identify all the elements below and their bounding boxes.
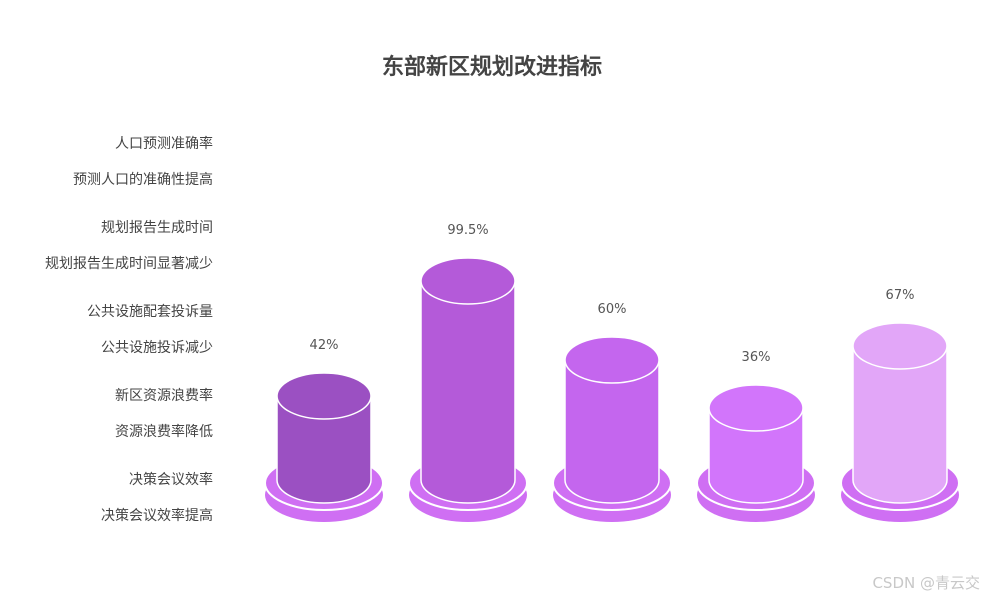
data-label-3: 60% bbox=[598, 302, 627, 317]
bar-body bbox=[708, 407, 804, 504]
bar-top bbox=[276, 372, 372, 420]
category-label-5-desc: 决策会议效率提高 bbox=[101, 507, 213, 524]
bar-top bbox=[852, 322, 948, 370]
chart-title: 东部新区规划改进指标 bbox=[382, 54, 602, 80]
category-label-1-name: 人口预测准确率 bbox=[115, 135, 213, 152]
bar-body bbox=[276, 395, 372, 504]
data-label-5: 67% bbox=[886, 288, 915, 303]
category-label-2-desc: 规划报告生成时间显著减少 bbox=[45, 256, 213, 272]
watermark: CSDN @青云交 bbox=[872, 574, 980, 592]
bar-body bbox=[420, 280, 516, 504]
category-label-5-name: 决策会议效率 bbox=[129, 471, 213, 488]
bar-top bbox=[564, 336, 660, 384]
category-labels: 人口预测准确率预测人口的准确性提高规划报告生成时间规划报告生成时间显著减少公共设… bbox=[45, 135, 213, 524]
bar-2: 99.5% bbox=[408, 223, 528, 522]
bar-5: 67% bbox=[840, 288, 960, 522]
category-label-4-name: 新区资源浪费率 bbox=[115, 387, 213, 404]
bars: 42% 99.5% 60% 36% 67% bbox=[264, 223, 960, 522]
category-label-3-name: 公共设施配套投诉量 bbox=[87, 304, 213, 320]
bar-4: 36% bbox=[696, 350, 816, 522]
category-label-4-desc: 资源浪费率降低 bbox=[115, 423, 213, 440]
bar-3: 60% bbox=[552, 302, 672, 522]
category-label-2-name: 规划报告生成时间 bbox=[101, 220, 213, 236]
bar-top bbox=[708, 384, 804, 432]
data-label-1: 42% bbox=[310, 338, 339, 353]
bar-top bbox=[420, 257, 516, 305]
data-label-2: 99.5% bbox=[447, 223, 488, 238]
bar-body bbox=[852, 345, 948, 504]
category-label-3-desc: 公共设施投诉减少 bbox=[101, 340, 213, 356]
category-label-1-desc: 预测人口的准确性提高 bbox=[73, 171, 213, 188]
data-label-4: 36% bbox=[742, 350, 771, 365]
bar-body bbox=[564, 359, 660, 504]
bar-1: 42% bbox=[264, 338, 384, 522]
